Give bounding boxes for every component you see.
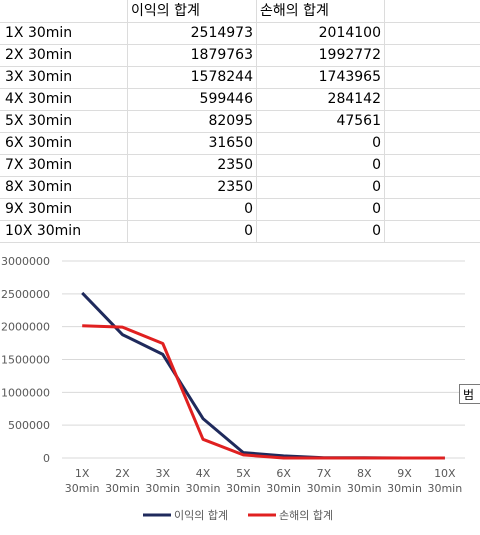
loss-cell[interactable]: 1743965 <box>257 66 385 88</box>
profit-cell[interactable]: 599446 <box>128 88 257 110</box>
loss-cell[interactable]: 0 <box>257 132 385 154</box>
row-label-cell[interactable]: 6X 30min <box>0 132 128 154</box>
row-label-cell[interactable]: 8X 30min <box>0 176 128 198</box>
y-tick-label: 3000000 <box>1 255 50 268</box>
loss-cell[interactable]: 0 <box>257 220 385 242</box>
table-row: 1X 30min 2514973 2014100 <box>0 22 480 45</box>
x-tick-label: 5X <box>236 467 251 480</box>
profit-cell[interactable]: 2514973 <box>128 22 257 44</box>
x-tick-label: 2X <box>115 467 130 480</box>
header-cell-blank[interactable] <box>0 0 128 22</box>
x-tick-label: 4X <box>196 467 211 480</box>
line-chart[interactable]: 3000000 2500000 2000000 1500000 1000000 50000… <box>0 247 480 535</box>
x-tick-label: 30min <box>347 482 382 495</box>
header-cell-profit[interactable]: 이익의 합계 <box>128 0 257 22</box>
profit-cell[interactable]: 0 <box>128 198 257 220</box>
profit-cell[interactable]: 2350 <box>128 176 257 198</box>
x-tick-label: 10X <box>434 467 456 480</box>
table-row: 5X 30min 82095 47561 <box>0 110 480 133</box>
series-line-1[interactable] <box>82 324 445 460</box>
row-label-cell[interactable]: 4X 30min <box>0 88 128 110</box>
x-tick-label: 3X <box>155 467 170 480</box>
x-tick-label: 30min <box>427 482 462 495</box>
x-tick-label: 6X <box>276 467 291 480</box>
y-tick-label: 0 <box>43 452 50 465</box>
loss-cell[interactable]: 1992772 <box>257 44 385 66</box>
loss-cell[interactable]: 0 <box>257 154 385 176</box>
x-tick-label: 30min <box>145 482 180 495</box>
y-tick-label: 500000 <box>8 419 50 432</box>
row-label-cell[interactable]: 3X 30min <box>0 66 128 88</box>
profit-cell[interactable]: 31650 <box>128 132 257 154</box>
profit-cell[interactable]: 2350 <box>128 154 257 176</box>
row-label-cell[interactable]: 2X 30min <box>0 44 128 66</box>
x-tick-label: 7X <box>317 467 332 480</box>
y-tick-label: 2000000 <box>1 321 50 334</box>
x-tick-label: 30min <box>266 482 301 495</box>
x-tick-label: 1X <box>75 467 90 480</box>
profit-cell[interactable]: 1578244 <box>128 66 257 88</box>
row-label-cell[interactable]: 5X 30min <box>0 110 128 132</box>
row-label-cell[interactable]: 9X 30min <box>0 198 128 220</box>
table-row: 3X 30min 1578244 1743965 <box>0 66 480 89</box>
row-label-cell[interactable]: 10X 30min <box>0 220 128 242</box>
y-tick-label: 1500000 <box>1 354 50 367</box>
header-row: 이익의 합계 손해의 합계 <box>0 0 480 23</box>
x-tick-label: 30min <box>186 482 221 495</box>
loss-cell[interactable]: 47561 <box>257 110 385 132</box>
x-tick-label: 30min <box>105 482 140 495</box>
row-label-cell[interactable]: 1X 30min <box>0 22 128 44</box>
table-row: 6X 30min 31650 0 <box>0 132 480 155</box>
table-row: 4X 30min 599446 284142 <box>0 88 480 111</box>
y-tick-label: 2500000 <box>1 288 50 301</box>
row-label-cell[interactable]: 7X 30min <box>0 154 128 176</box>
profit-cell[interactable]: 1879763 <box>128 44 257 66</box>
legend-label-1: 손해의 합계 <box>279 508 333 522</box>
chart-tooltip: 범 <box>459 384 480 404</box>
spreadsheet-grid: 이익의 합계 손해의 합계 1X 30min 2514973 2014100 2X 3… <box>0 0 480 245</box>
table-row: 7X 30min 2350 0 <box>0 154 480 177</box>
table-row: 8X 30min 2350 0 <box>0 176 480 199</box>
loss-cell[interactable]: 284142 <box>257 88 385 110</box>
x-tick-label: 9X <box>397 467 412 480</box>
header-cell-loss[interactable]: 손해의 합계 <box>257 0 385 22</box>
table-row: 2X 30min 1879763 1992772 <box>0 44 480 67</box>
series-line-0[interactable] <box>81 291 445 460</box>
profit-cell[interactable]: 0 <box>128 220 257 242</box>
legend-label-0: 이익의 합계 <box>174 509 228 522</box>
x-tick-label: 30min <box>307 482 342 495</box>
table-row: 10X 30min 0 0 <box>0 220 480 243</box>
x-tick-label: 30min <box>387 482 422 495</box>
x-tick-label: 30min <box>226 482 261 495</box>
profit-cell[interactable]: 82095 <box>128 110 257 132</box>
x-tick-label: 30min <box>65 482 100 495</box>
loss-cell[interactable]: 0 <box>257 198 385 220</box>
table-row: 9X 30min 0 0 <box>0 198 480 221</box>
loss-cell[interactable]: 0 <box>257 176 385 198</box>
y-tick-label: 1000000 <box>1 386 50 399</box>
x-tick-label: 8X <box>357 467 372 480</box>
loss-cell[interactable]: 2014100 <box>257 22 385 44</box>
